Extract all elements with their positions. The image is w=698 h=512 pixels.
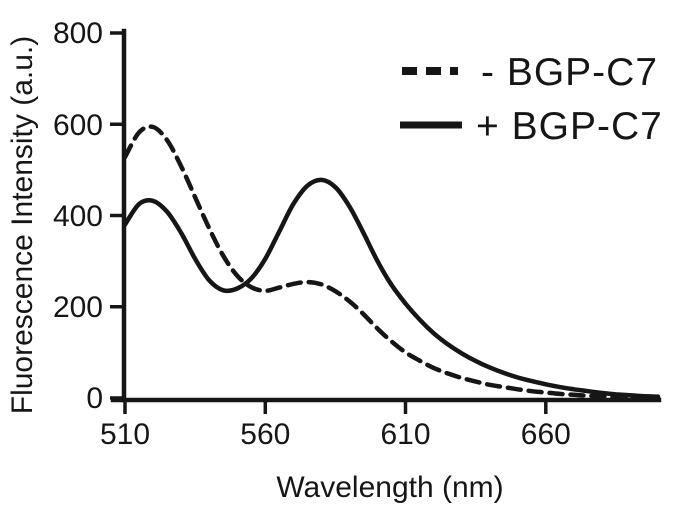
series-curve-minus-bgp-c7	[122, 124, 661, 400]
y-tick-label-400: 400	[53, 200, 103, 233]
y-axis-tick-labels: 800 600 400 200 0	[53, 17, 103, 415]
x-tick-label-510: 510	[100, 418, 150, 451]
y-tick-label-600: 600	[53, 109, 103, 142]
y-tick-label-200: 200	[53, 291, 103, 324]
y-axis-title: Fluorescence Intensity (a.u.)	[6, 36, 39, 415]
legend-label-plus-bgp-c7: + BGP-C7	[476, 105, 663, 148]
series-curve-plus-bgp-c7	[122, 177, 661, 399]
x-axis-tick-labels: 510 560 610 660	[100, 418, 571, 451]
x-tick-label-660: 660	[521, 418, 571, 451]
y-tick-label-0: 0	[86, 382, 103, 415]
legend-label-minus-bgp-c7: - BGP-C7	[481, 51, 658, 94]
y-axis-ticks	[110, 31, 124, 400]
x-axis-title: Wavelength (nm)	[276, 471, 503, 504]
x-tick-label-560: 560	[240, 418, 290, 451]
legend: - BGP-C7 + BGP-C7	[400, 51, 663, 148]
x-tick-label-610: 610	[380, 418, 430, 451]
x-axis-ticks	[123, 400, 548, 414]
y-tick-label-800: 800	[53, 17, 103, 50]
